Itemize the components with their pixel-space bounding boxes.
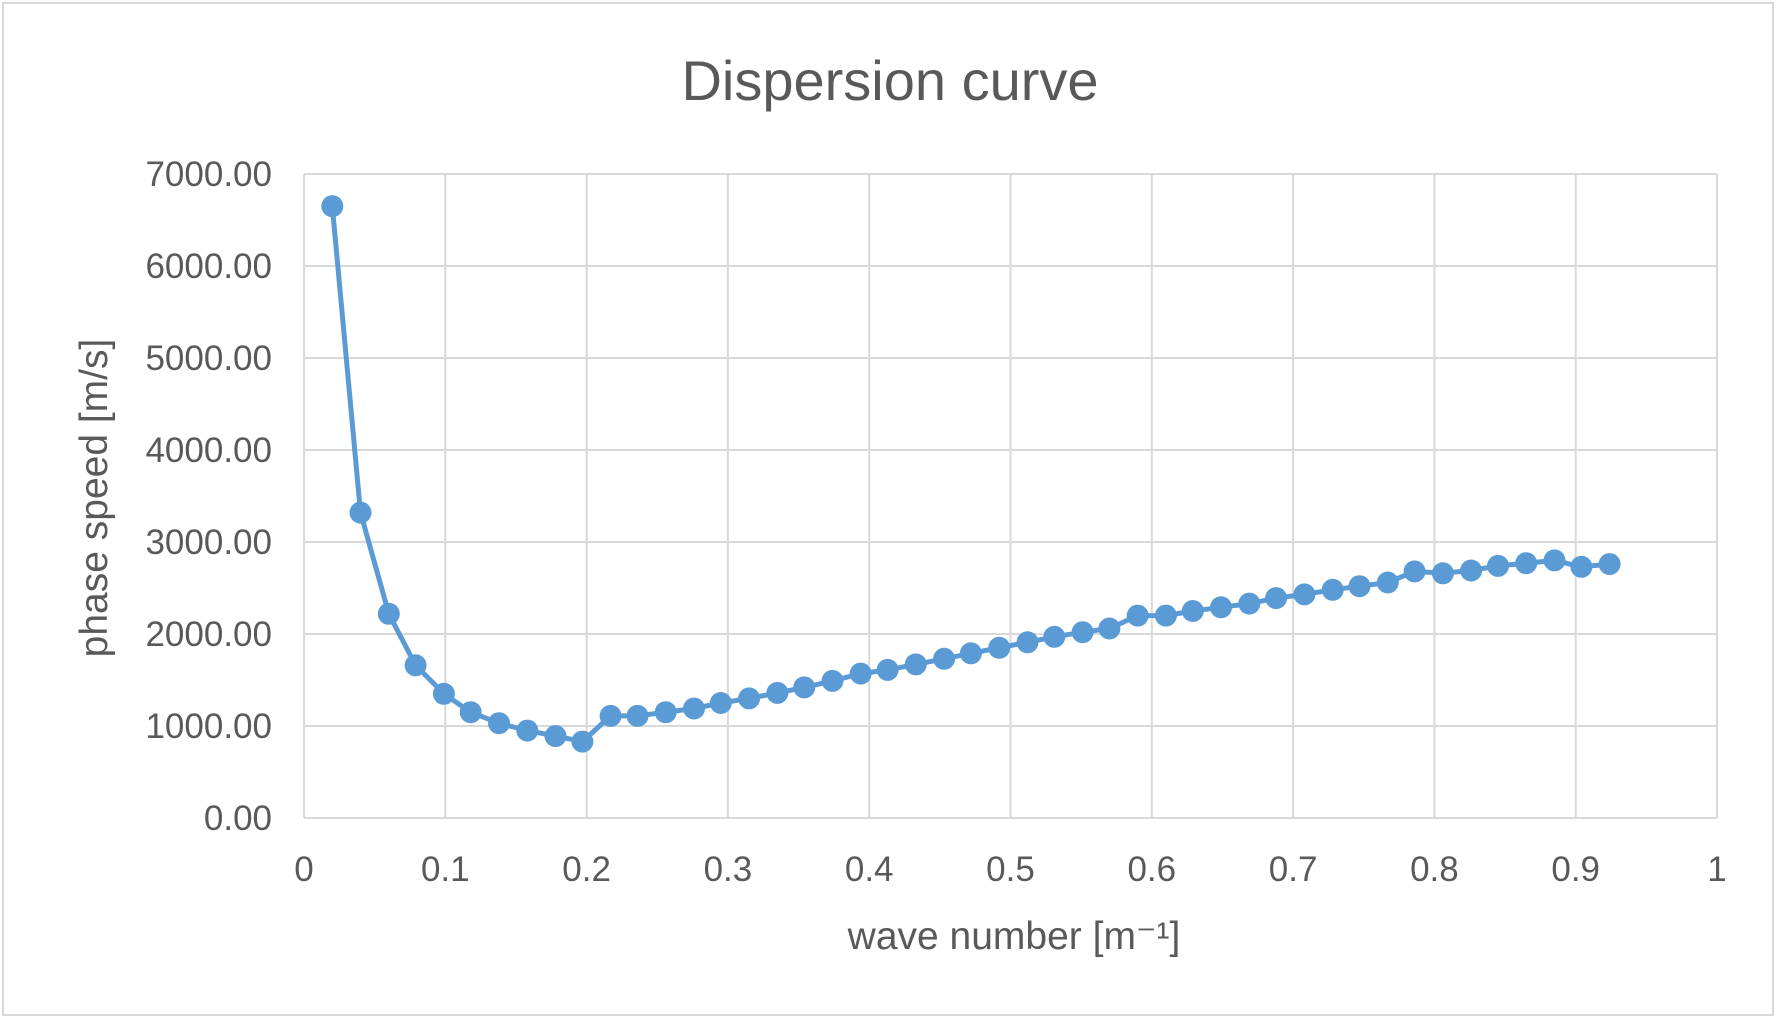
x-tick-label: 0.5: [986, 850, 1035, 889]
data-point: [1543, 549, 1566, 572]
x-tick-label: 0.7: [1269, 850, 1318, 889]
x-tick-labels: 0 0.1 0.2 0.3 0.4 0.5 0.6 0.7 0.8 0.9 1: [294, 850, 1726, 889]
y-tick-label: 3000.00: [145, 523, 272, 562]
y-tick-label: 7000.00: [145, 155, 272, 194]
data-point: [571, 730, 594, 753]
data-point: [488, 712, 510, 735]
data-point: [1210, 596, 1232, 619]
data-point: [876, 658, 899, 681]
data-point: [766, 681, 789, 704]
data-point: [1293, 583, 1316, 606]
data-point: [709, 692, 732, 714]
grid-layer: [303, 173, 1718, 819]
data-point: [988, 636, 1011, 659]
data-point: [516, 719, 539, 742]
y-tick-label: 4000.00: [145, 431, 272, 470]
data-point: [1238, 592, 1261, 615]
y-tick-label: 5000.00: [145, 339, 272, 378]
data-point: [321, 195, 344, 218]
data-point: [738, 687, 761, 710]
x-tick-label: 0.1: [421, 850, 470, 889]
data-point: [959, 642, 982, 665]
x-tick-label: 0: [294, 850, 313, 889]
data-point: [1403, 560, 1426, 583]
data-point: [1043, 625, 1066, 648]
x-tick-label: 1: [1707, 850, 1726, 889]
data-point: [599, 704, 622, 727]
data-point: [904, 653, 927, 676]
x-tick-label: 0.6: [1127, 850, 1176, 889]
data-point: [654, 701, 677, 724]
data-point: [1460, 559, 1483, 582]
data-point: [377, 602, 400, 625]
data-point: [1154, 604, 1177, 627]
data-point: [1570, 555, 1593, 578]
data-point: [1598, 553, 1621, 576]
data-point: [1181, 600, 1204, 622]
data-point: [404, 654, 427, 677]
data-point: [349, 501, 372, 524]
data-point: [1098, 617, 1121, 640]
data-point: [544, 725, 567, 748]
data-points: [321, 195, 1621, 753]
y-tick-label: 6000.00: [145, 247, 272, 286]
data-point: [626, 704, 649, 727]
x-tick-label: 0.8: [1410, 850, 1459, 889]
data-point: [821, 669, 844, 692]
data-point: [849, 662, 872, 685]
data-point: [683, 697, 705, 720]
chart-svg: Dispersion curve 0.00 1000.00 2000.00 3000.…: [73, 49, 1727, 958]
data-point: [1126, 604, 1149, 627]
data-point: [459, 701, 482, 724]
data-point: [1431, 562, 1454, 585]
data-point: [1487, 554, 1509, 577]
data-point: [1071, 621, 1094, 644]
y-tick-label: 2000.00: [145, 615, 272, 654]
data-point: [933, 647, 956, 670]
y-axis-title: phase speed [m/s]: [73, 339, 116, 658]
x-axis-title: wave number [m⁻¹]: [847, 915, 1181, 958]
data-point: [1265, 587, 1288, 610]
data-point: [1515, 552, 1538, 575]
x-tick-label: 0.9: [1551, 850, 1600, 889]
data-point: [432, 682, 455, 705]
x-tick-label: 0.3: [704, 850, 753, 889]
chart-title: Dispersion curve: [681, 49, 1098, 112]
y-tick-label: 1000.00: [145, 707, 272, 746]
data-point: [1348, 575, 1371, 598]
data-point: [1376, 571, 1399, 594]
x-tick-label: 0.2: [562, 850, 611, 889]
data-point: [1321, 578, 1344, 601]
data-point: [793, 676, 816, 699]
data-point: [1016, 631, 1039, 654]
x-tick-label: 0.4: [845, 850, 894, 889]
y-tick-label: 0.00: [204, 799, 272, 838]
y-tick-labels: 0.00 1000.00 2000.00 3000.00 4000.00 5000.00 6…: [145, 155, 272, 838]
